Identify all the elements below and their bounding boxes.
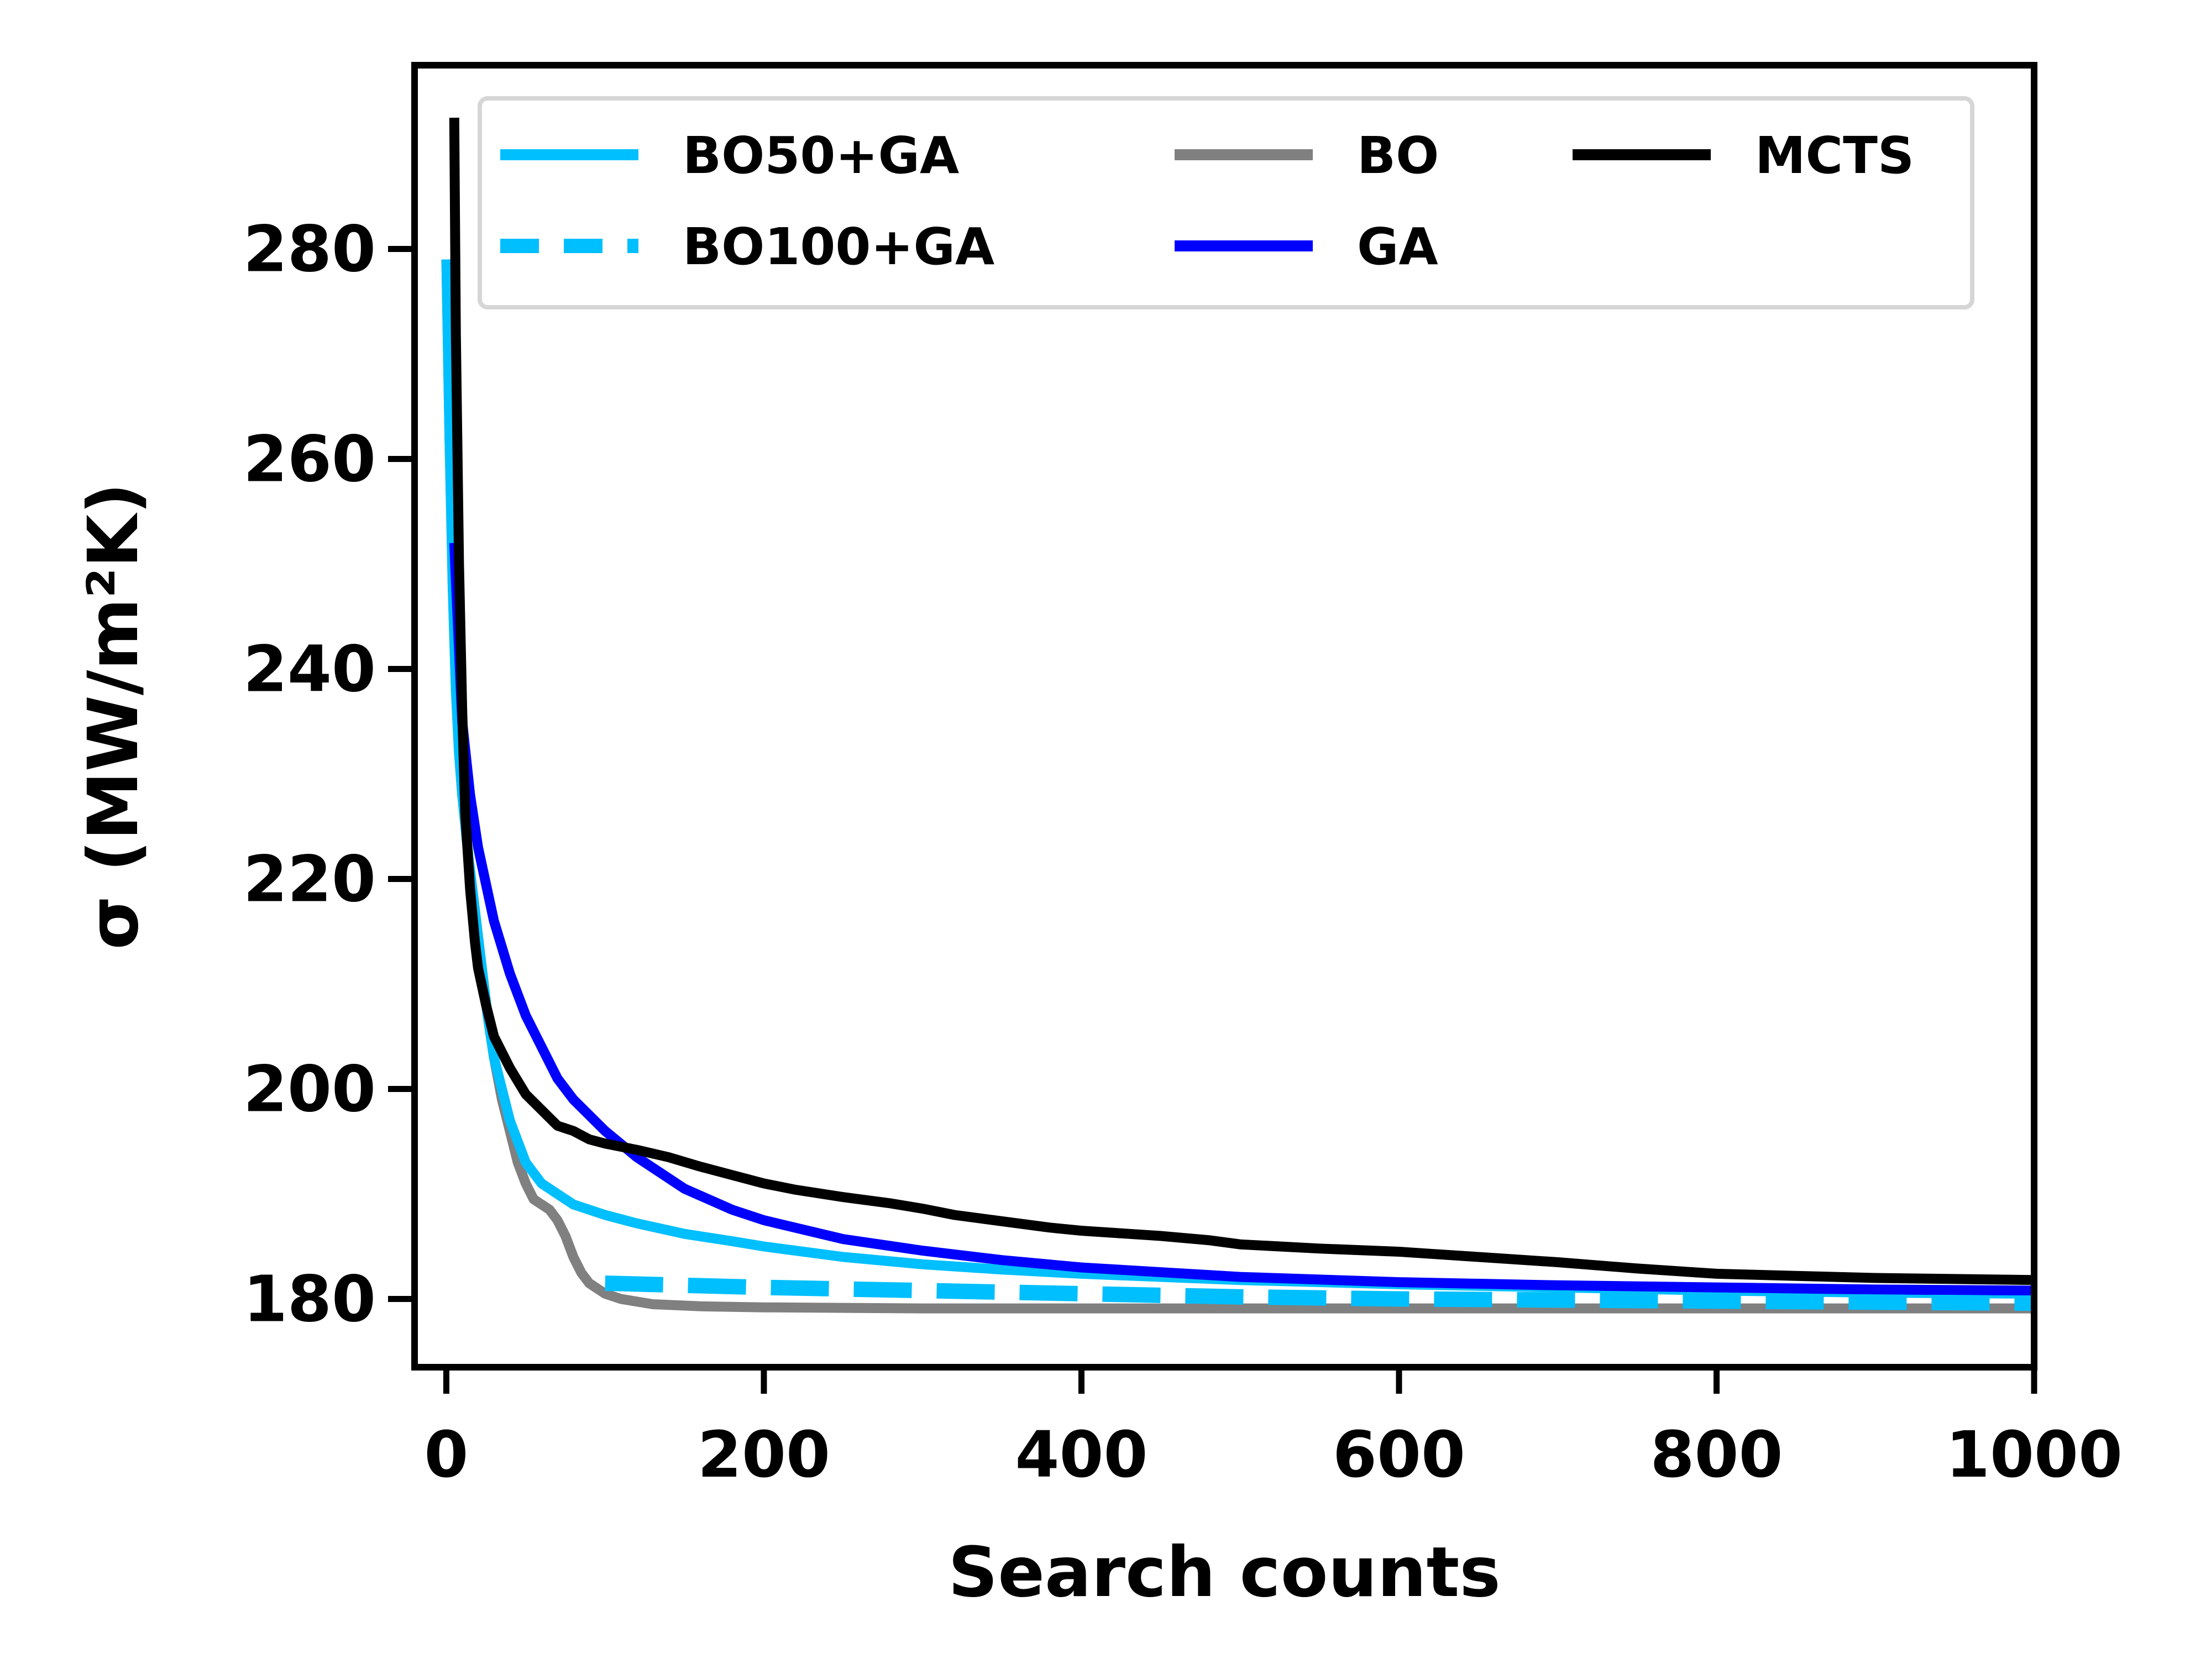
y-tick-label: 260 xyxy=(243,423,376,497)
y-tick-label: 200 xyxy=(243,1053,376,1127)
ticks-layer: 0 200 400 600 800 1000 180 200 220 240 260 280 xyxy=(243,213,2123,1493)
series-layer xyxy=(441,117,2034,1314)
x-tick-label: 1000 xyxy=(1946,1418,2123,1492)
y-tick-label: 220 xyxy=(243,843,376,917)
series-line-mcts xyxy=(449,117,2034,1285)
y-axis-label: σ (MW/m²K) xyxy=(74,483,154,950)
y-tick-label: 240 xyxy=(243,633,376,707)
x-tick-label: 200 xyxy=(698,1418,830,1492)
plot-frame xyxy=(411,62,2037,1371)
x-axis-label: Search counts xyxy=(948,1532,1501,1613)
legend-label: MCTS xyxy=(1755,126,1914,185)
legend-label: BO xyxy=(1357,126,1439,185)
series-line-ga xyxy=(449,543,2034,1296)
legend-label: GA xyxy=(1357,217,1438,276)
x-tick-label: 400 xyxy=(1015,1418,1148,1492)
x-tick-label: 600 xyxy=(1333,1418,1465,1492)
legend-label: BO50+GA xyxy=(683,126,959,185)
legend-label: BO100+GA xyxy=(683,217,994,276)
x-tick-label: 0 xyxy=(424,1418,468,1492)
x-tick-label: 800 xyxy=(1650,1418,1783,1492)
legend: BO50+GA BO100+GA BO GA MCTS xyxy=(478,96,1974,309)
y-tick-label: 180 xyxy=(243,1263,376,1337)
series-line-bo100-ga xyxy=(605,1275,2034,1311)
y-tick-label: 280 xyxy=(243,213,376,287)
